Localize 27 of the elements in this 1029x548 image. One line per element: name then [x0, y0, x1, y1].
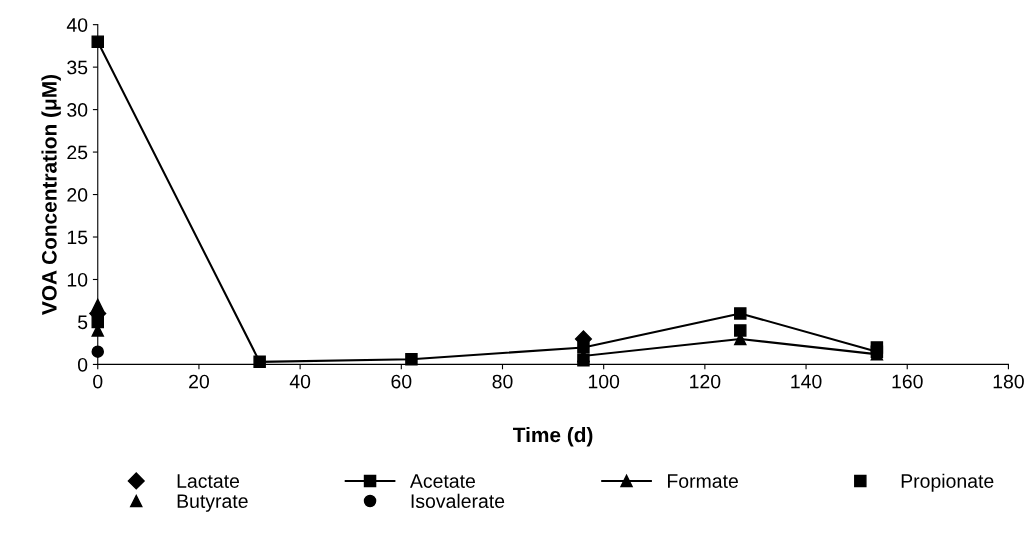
y-tick-label: 20: [67, 188, 88, 202]
y-tick-label: 0: [77, 357, 88, 372]
x-tick-label: 100: [588, 374, 620, 389]
x-tick-label: 120: [690, 374, 721, 389]
x-tick-label: 180: [993, 374, 1024, 389]
y-tick-label: 15: [67, 230, 88, 245]
y-tick-label: 35: [67, 60, 88, 75]
x-tick-label: 160: [892, 374, 923, 389]
legend-label: Formate: [668, 474, 738, 488]
y-tick-label: 40: [66, 18, 88, 32]
y-axis-title: VOA Concentration (μM): [41, 75, 61, 315]
legend-label: Isovalerate: [411, 493, 505, 509]
x-tick-label: 140: [791, 374, 822, 389]
legend-label: Propionate: [901, 473, 994, 492]
legend-label: Acetate: [409, 474, 475, 488]
legend-label: Butyrate: [177, 494, 248, 512]
y-tick-label: 25: [67, 145, 88, 160]
legend-label: Lactate: [177, 474, 240, 488]
x-tick-label: 60: [391, 374, 412, 389]
y-tick-label: 5: [78, 315, 88, 330]
x-axis-title: Time (d): [513, 426, 593, 447]
y-tick-label: 10: [67, 272, 88, 287]
x-tick-label: 20: [189, 374, 209, 389]
x-tick-label: 80: [492, 374, 513, 389]
x-tick-label: 40: [289, 374, 311, 389]
y-tick-label: 30: [67, 103, 88, 117]
x-tick-label: 0: [93, 374, 103, 389]
